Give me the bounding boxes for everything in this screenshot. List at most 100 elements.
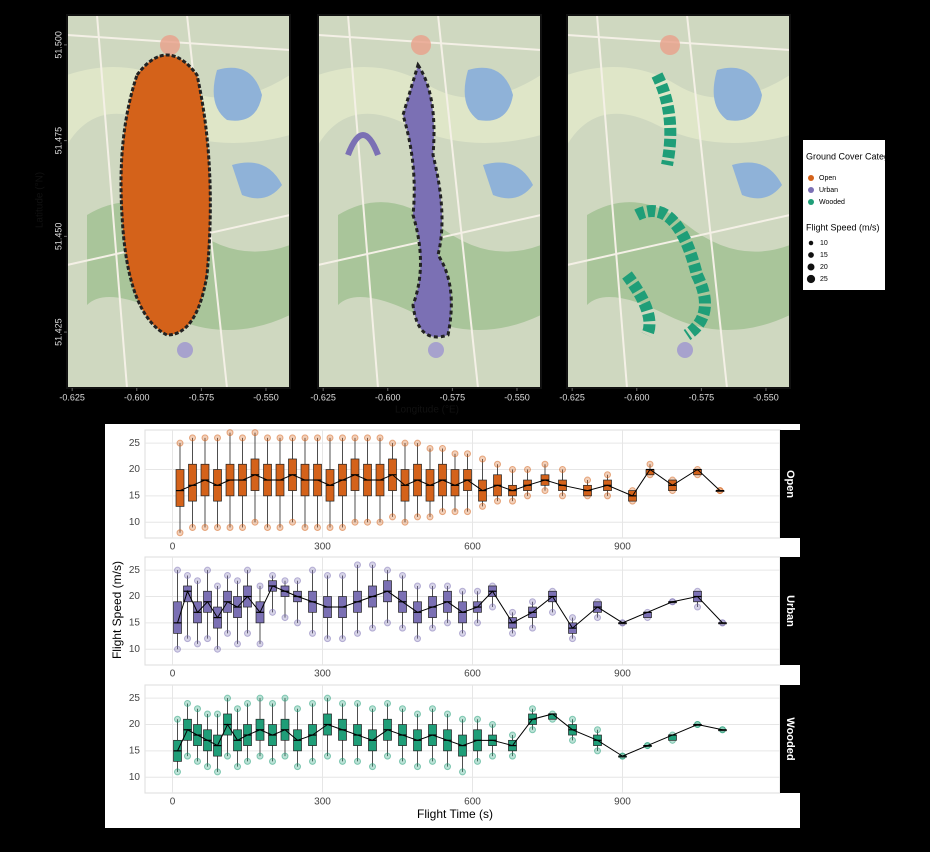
outlier-low <box>354 757 361 765</box>
x-tick-label: 900 <box>614 542 631 553</box>
legend-title: Ground Cover Category <box>806 151 902 161</box>
outlier-low <box>559 492 566 500</box>
outlier-high <box>339 571 346 579</box>
outlier-low <box>384 619 391 627</box>
map-frame <box>317 14 542 389</box>
outlier-low <box>459 629 466 637</box>
outlier-low <box>389 513 396 521</box>
outlier-low <box>201 523 209 531</box>
outlier-low <box>189 523 196 531</box>
outlier-high <box>509 731 516 739</box>
outlier-high <box>489 721 496 729</box>
legend-box <box>803 140 885 290</box>
outlier-high <box>594 726 601 734</box>
box <box>183 585 192 603</box>
x-tick-label: 300 <box>314 542 331 553</box>
outlier-low <box>509 629 516 637</box>
x-tick-label: -0.575 <box>440 392 466 402</box>
outlier-high <box>239 434 246 442</box>
x-tick-label: 600 <box>464 669 481 680</box>
outlier-high <box>444 710 451 718</box>
outlier-low <box>414 763 421 771</box>
y-tick-label: 20 <box>129 591 141 602</box>
outlier-low <box>289 518 296 526</box>
x-tick-label: -0.550 <box>504 392 530 402</box>
outlier-high <box>324 694 331 702</box>
outlier-low <box>204 635 211 643</box>
size-legend-dot <box>806 274 816 284</box>
outlier-low <box>384 752 391 760</box>
x-tick-label: -0.625 <box>59 392 85 402</box>
outlier-low <box>509 752 516 760</box>
outlier-low <box>214 768 221 776</box>
outlier-high <box>569 715 576 723</box>
outlier-high <box>439 444 446 452</box>
outlier-low <box>301 523 309 531</box>
outlier-high <box>294 577 301 585</box>
outlier-low <box>399 624 406 632</box>
outlier-low <box>204 763 211 771</box>
outlier-low <box>326 523 334 531</box>
x-tick-label: -0.600 <box>124 392 150 402</box>
outlier-low <box>429 624 436 632</box>
outlier-high <box>281 577 289 585</box>
outlier-high <box>414 710 421 718</box>
x-tick-label: -0.550 <box>753 392 779 402</box>
outlier-high <box>429 582 436 590</box>
outlier-low <box>224 629 231 637</box>
x-tick-label: 900 <box>614 797 631 808</box>
size-legend-label: 15 <box>820 252 828 259</box>
map-y-label: Latitude (°N) <box>35 172 46 228</box>
facet-label: Wooded <box>784 717 796 760</box>
outlier-low <box>414 635 421 643</box>
outlier-high <box>281 694 289 702</box>
size-legend-dot <box>808 252 814 258</box>
outlier-low <box>251 518 259 526</box>
y-tick-label: 51.500 <box>53 31 63 59</box>
outlier-high <box>529 598 536 606</box>
outlier-high <box>569 614 576 622</box>
y-tick-label: 15 <box>129 617 141 628</box>
x-tick-label: 600 <box>464 542 481 553</box>
outlier-low <box>376 518 384 526</box>
outlier-high <box>174 715 181 723</box>
outlier-low <box>694 603 701 611</box>
outlier-low <box>309 757 316 765</box>
x-tick-label: 0 <box>170 797 176 808</box>
median-line <box>177 713 723 757</box>
outlier-low <box>439 508 446 516</box>
outlier-high <box>294 705 301 713</box>
size-legend-dot <box>807 263 815 271</box>
outlier-high <box>474 587 481 595</box>
outlier-low <box>494 497 501 505</box>
x-tick-label: -0.625 <box>559 392 585 402</box>
legend-label: Open <box>819 175 836 182</box>
outlier-low <box>264 523 271 531</box>
y-tick-label: 25 <box>129 565 141 576</box>
outlier-low <box>256 752 264 760</box>
outlier-low <box>444 619 451 627</box>
outlier-low <box>324 635 331 643</box>
legend-swatch <box>808 199 814 205</box>
outlier-low <box>569 635 576 643</box>
outlier-low <box>429 757 436 765</box>
outlier-high <box>354 561 361 569</box>
outlier-high <box>244 699 251 707</box>
map-x-label: Longitude (°E) <box>395 405 459 416</box>
facet-strip <box>780 557 800 665</box>
outlier-high <box>364 434 371 442</box>
x-tick-label: 0 <box>170 542 176 553</box>
median-line <box>177 585 723 629</box>
outlier-low <box>489 603 496 611</box>
y-axis-label: Flight Speed (m/s) <box>110 561 124 659</box>
outlier-low <box>294 619 301 627</box>
outlier-high <box>429 705 436 713</box>
outlier-low <box>426 513 434 521</box>
y-tick-label: 10 <box>129 644 141 655</box>
outlier-low <box>174 645 181 653</box>
outlier-low <box>214 645 221 653</box>
outlier-high <box>369 561 376 569</box>
outlier-high <box>174 566 181 574</box>
outlier-low <box>174 768 181 776</box>
